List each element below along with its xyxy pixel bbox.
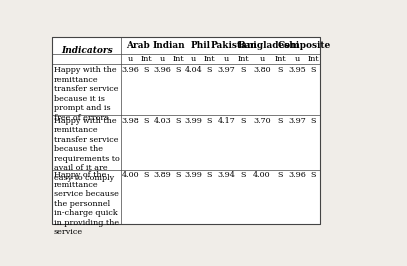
Text: Int: Int [204, 55, 215, 63]
Text: S: S [241, 117, 246, 125]
Text: u: u [160, 55, 165, 63]
Text: S: S [278, 117, 283, 125]
Text: 3.96: 3.96 [122, 66, 140, 74]
Text: 3.97: 3.97 [218, 66, 235, 74]
Text: u: u [224, 55, 229, 63]
Text: 3.97: 3.97 [288, 117, 306, 125]
Text: S: S [144, 171, 149, 179]
Text: Indian: Indian [153, 41, 186, 50]
Text: 3.96: 3.96 [153, 66, 171, 74]
Text: S: S [207, 171, 212, 179]
Text: 3.99: 3.99 [185, 171, 203, 179]
Text: S: S [311, 171, 316, 179]
Text: Int: Int [141, 55, 152, 63]
Text: 3.96: 3.96 [288, 171, 306, 179]
Text: 4.00: 4.00 [122, 171, 140, 179]
Text: 3.99: 3.99 [185, 117, 203, 125]
Text: S: S [175, 117, 181, 125]
Text: 4.03: 4.03 [153, 117, 171, 125]
Text: S: S [241, 171, 246, 179]
Text: S: S [311, 66, 316, 74]
Text: Int: Int [172, 55, 184, 63]
Text: Happy with the
remittance
transfer service
because it is
prompt and is
free of e: Happy with the remittance transfer servi… [54, 66, 118, 122]
Text: u: u [294, 55, 300, 63]
Text: 4.00: 4.00 [253, 171, 271, 179]
Text: Int: Int [274, 55, 286, 63]
Text: 3.70: 3.70 [253, 117, 271, 125]
Bar [52, 37, 319, 225]
Text: Indicators: Indicators [61, 46, 113, 55]
Text: Int: Int [238, 55, 249, 63]
Text: Happy of the
remittance
service because
the personnel
in-charge quick
in providi: Happy of the remittance service because … [54, 171, 119, 236]
Text: Pakistani: Pakistani [210, 41, 257, 50]
Text: Composite: Composite [277, 41, 330, 50]
Text: u: u [259, 55, 265, 63]
Text: S: S [311, 117, 316, 125]
Text: Bangladeshi: Bangladeshi [238, 41, 300, 50]
Text: S: S [207, 66, 212, 74]
Text: Happy with the
remittance
transfer service
because the
requirements to
avail of : Happy with the remittance transfer servi… [54, 117, 120, 182]
Text: u: u [128, 55, 133, 63]
Text: S: S [175, 171, 181, 179]
Text: S: S [175, 66, 181, 74]
Text: 4.04: 4.04 [185, 66, 203, 74]
Text: 3.98: 3.98 [122, 117, 140, 125]
Text: Phil: Phil [191, 41, 211, 50]
Text: S: S [144, 117, 149, 125]
Text: 3.94: 3.94 [218, 171, 236, 179]
Text: S: S [144, 66, 149, 74]
Text: S: S [278, 171, 283, 179]
Text: 4.17: 4.17 [218, 117, 235, 125]
Text: 3.80: 3.80 [253, 66, 271, 74]
Text: Int: Int [308, 55, 319, 63]
Text: S: S [207, 117, 212, 125]
Text: 3.95: 3.95 [288, 66, 306, 74]
Text: u: u [191, 55, 197, 63]
Bar [52, 37, 319, 225]
Text: S: S [278, 66, 283, 74]
Text: 3.89: 3.89 [153, 171, 171, 179]
Text: Arab: Arab [126, 41, 149, 50]
Text: S: S [241, 66, 246, 74]
